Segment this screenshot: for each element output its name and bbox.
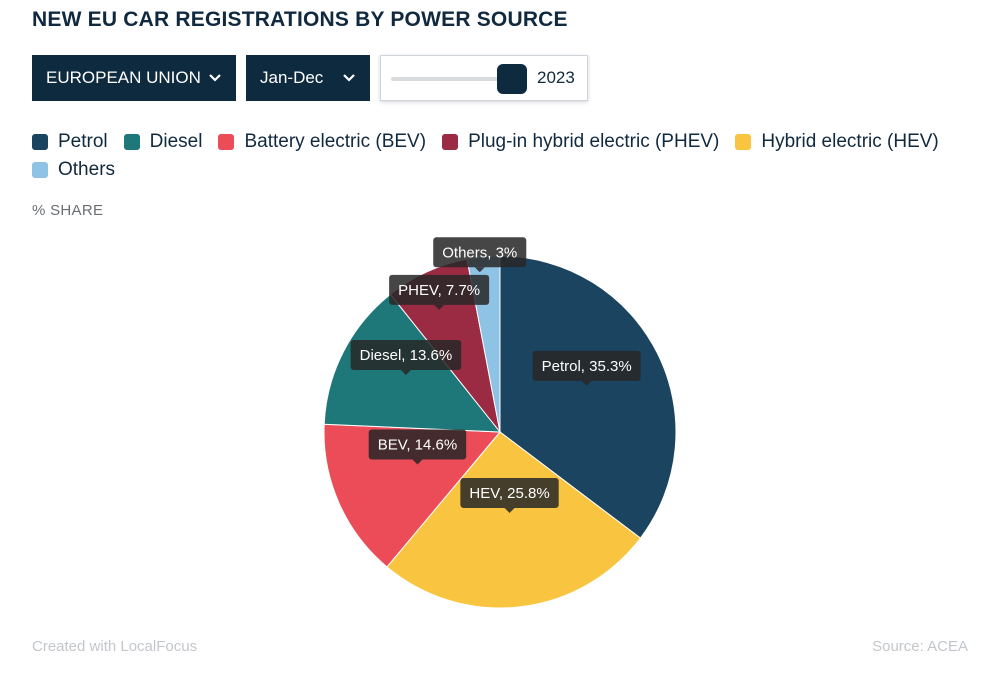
legend-label: Others xyxy=(58,159,116,180)
slice-label: Petrol, 35.3% xyxy=(532,350,641,386)
region-dropdown-label: EUROPEAN UNION xyxy=(46,68,201,87)
chart-title: NEW EU CAR REGISTRATIONS BY POWER SOURCE xyxy=(32,8,568,31)
pie-slice[interactable] xyxy=(323,423,502,568)
unit-label: % SHARE xyxy=(32,202,104,219)
legend-label: Diesel xyxy=(149,131,203,152)
slice-label-text: PHEV, 7.7% xyxy=(398,282,480,299)
slice-label-text: HEV, 25.8% xyxy=(469,485,549,502)
legend-item[interactable]: Hybrid electric (HEV) xyxy=(735,131,939,153)
slice-label-text: Others, 3% xyxy=(442,244,517,261)
legend-item[interactable]: Battery electric (BEV) xyxy=(218,131,426,153)
chevron-down-icon xyxy=(208,73,222,83)
legend-item[interactable]: Diesel xyxy=(123,131,203,153)
legend-row: Petrol Diesel Battery electric (BEV) Plug-i… xyxy=(32,128,972,156)
slice-label-text: Diesel, 13.6% xyxy=(360,347,453,364)
legend-label: Battery electric (BEV) xyxy=(244,131,427,152)
slice-label-text: BEV, 14.6% xyxy=(378,436,458,453)
period-dropdown[interactable]: Jan-Dec xyxy=(246,55,370,101)
source-text: Source: ACEA xyxy=(872,638,968,655)
legend-item[interactable]: Others xyxy=(32,159,115,181)
legend-swatch xyxy=(218,134,235,150)
slice-label: Others, 3% xyxy=(433,237,527,273)
legend-label: Hybrid electric (HEV) xyxy=(761,131,939,152)
region-dropdown[interactable]: EUROPEAN UNION xyxy=(32,55,236,101)
legend-swatch xyxy=(32,134,48,150)
legend-swatch xyxy=(735,134,752,150)
legend-item[interactable]: Plug-in hybrid electric (PHEV) xyxy=(442,131,719,153)
legend-swatch xyxy=(123,134,140,150)
slice-label: Diesel, 13.6% xyxy=(350,340,462,376)
credit-text: Created with LocalFocus xyxy=(32,638,198,655)
period-dropdown-label: Jan-Dec xyxy=(260,68,324,87)
year-value: 2023 xyxy=(537,68,575,87)
legend-swatch xyxy=(442,134,459,150)
slice-label: HEV, 25.8% xyxy=(460,477,559,513)
legend-label: Petrol xyxy=(58,131,108,152)
legend-label: Plug-in hybrid electric (PHEV) xyxy=(468,131,720,152)
legend-item[interactable]: Petrol xyxy=(32,131,108,153)
legend-row: Others xyxy=(32,156,972,184)
slider-handle[interactable] xyxy=(497,64,527,94)
legend-swatch xyxy=(32,162,48,178)
chevron-down-icon xyxy=(342,73,356,83)
pie-slice[interactable] xyxy=(386,431,642,609)
year-slider[interactable]: 2023 xyxy=(380,55,588,101)
slider-track[interactable] xyxy=(391,77,511,81)
slice-label-text: Petrol, 35.3% xyxy=(542,358,632,375)
pie-slice[interactable] xyxy=(499,255,677,539)
chart-legend: Petrol Diesel Battery electric (BEV) Plug-i… xyxy=(32,128,972,184)
slice-label: PHEV, 7.7% xyxy=(389,274,490,310)
slice-label: BEV, 14.6% xyxy=(368,429,467,465)
